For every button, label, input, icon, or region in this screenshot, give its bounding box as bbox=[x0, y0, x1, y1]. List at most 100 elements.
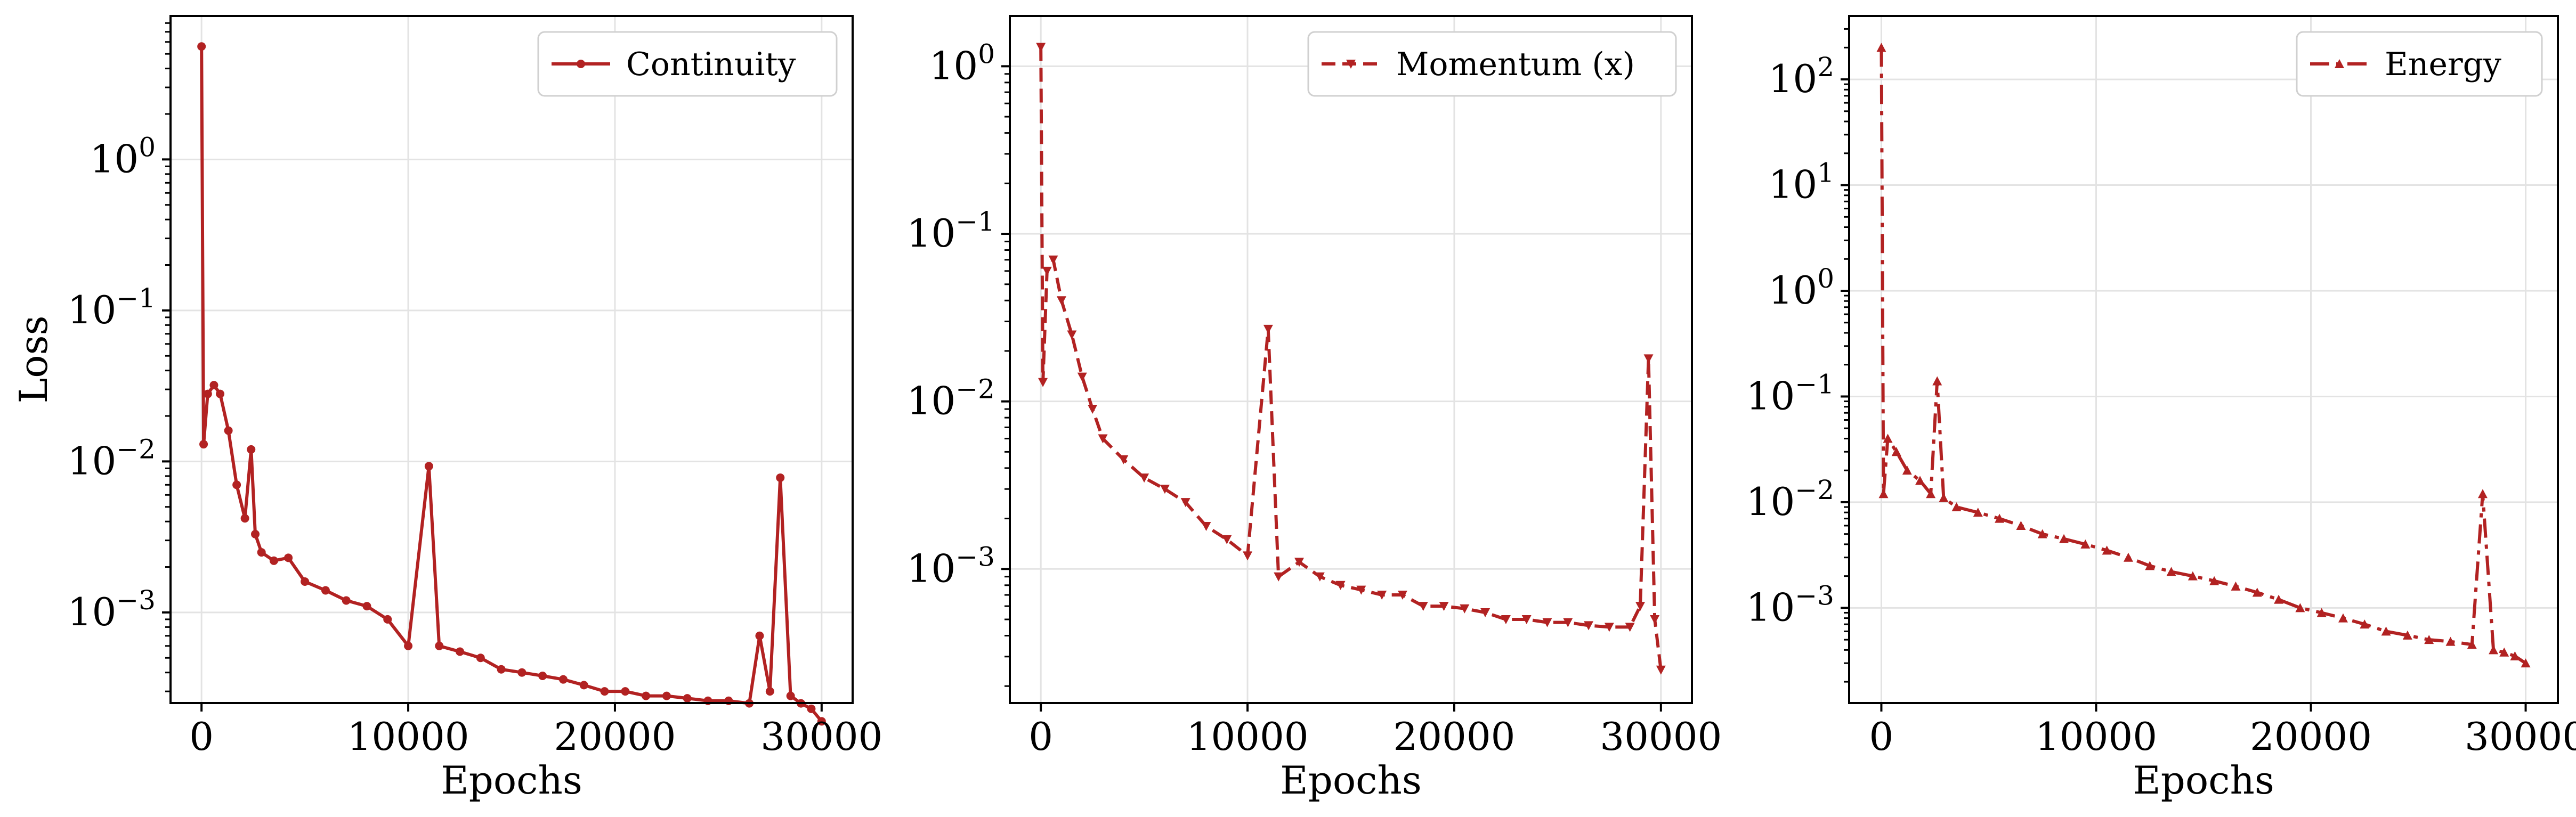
x-tick-label: 20000 bbox=[2250, 714, 2372, 759]
data-point bbox=[2316, 608, 2327, 617]
data-point bbox=[321, 586, 330, 595]
x-tick-label: 20000 bbox=[1393, 714, 1515, 759]
x-tick-label: 10000 bbox=[2035, 714, 2157, 759]
data-point bbox=[2445, 636, 2456, 646]
data-point bbox=[2102, 545, 2112, 555]
y-tick-label: 102 bbox=[1769, 52, 1834, 101]
x-tick-label: 10000 bbox=[347, 714, 469, 759]
chart-panel-2: 0 10000 20000 3000010−310−210−1100EpochsMom… bbox=[907, 15, 1722, 803]
data-point bbox=[2016, 520, 2026, 530]
data-point bbox=[1902, 465, 1912, 475]
data-point bbox=[497, 665, 506, 674]
legend-box bbox=[1307, 31, 1677, 97]
x-axis-label: Epochs bbox=[2133, 758, 2274, 803]
data-point bbox=[1604, 623, 1614, 632]
data-point bbox=[2145, 561, 2155, 570]
x-tick-label: 10000 bbox=[1187, 714, 1309, 759]
data-point bbox=[2467, 640, 2477, 649]
data-point bbox=[600, 687, 609, 696]
y-tick-label: 100 bbox=[90, 132, 156, 181]
data-point bbox=[1878, 489, 1889, 499]
x-tick-label: 30000 bbox=[2465, 714, 2576, 759]
y-tick-label: 10−2 bbox=[907, 374, 995, 423]
legend: Momentum (x) bbox=[1307, 31, 1677, 97]
y-tick-base: 10 bbox=[1769, 268, 1818, 313]
data-point bbox=[1932, 376, 1942, 386]
data-point bbox=[621, 687, 630, 696]
data-point bbox=[1294, 558, 1305, 567]
y-tick-base: 10 bbox=[907, 546, 956, 591]
data-point bbox=[284, 553, 293, 562]
data-point bbox=[1418, 602, 1428, 611]
data-point bbox=[1077, 372, 1087, 382]
y-tick-base: 10 bbox=[68, 288, 117, 332]
data-point bbox=[2037, 529, 2047, 538]
legend: Continuity bbox=[537, 31, 838, 97]
y-tick-base: 10 bbox=[1746, 479, 1795, 524]
data-point bbox=[197, 42, 206, 51]
x-tick-label: 0 bbox=[1869, 714, 1894, 759]
data-point bbox=[817, 717, 826, 726]
data-point bbox=[404, 641, 413, 650]
data-point bbox=[2274, 594, 2284, 604]
y-tick-label: 101 bbox=[1769, 158, 1834, 207]
data-point bbox=[1635, 602, 1646, 611]
legend-label: Continuity bbox=[626, 46, 796, 83]
data-point bbox=[216, 389, 225, 398]
x-axis-label: Epochs bbox=[441, 758, 582, 803]
data-point bbox=[2489, 645, 2499, 655]
data-point bbox=[1439, 602, 1449, 611]
data-point bbox=[2188, 571, 2198, 581]
data-point bbox=[1973, 508, 1983, 517]
data-point bbox=[2080, 539, 2091, 549]
data-point bbox=[1243, 551, 1253, 561]
data-point bbox=[1876, 43, 1886, 52]
data-point bbox=[786, 691, 795, 700]
y-tick-exponent: −1 bbox=[1795, 369, 1834, 399]
y-tick-label: 10−1 bbox=[907, 206, 995, 256]
y-tick-label: 10−3 bbox=[907, 541, 995, 591]
data-point bbox=[1098, 434, 1108, 444]
data-point bbox=[1274, 572, 1284, 582]
y-tick-exponent: −3 bbox=[955, 541, 995, 572]
data-point bbox=[1480, 608, 1490, 617]
data-point bbox=[424, 462, 433, 471]
data-point bbox=[2424, 635, 2434, 644]
y-tick-exponent: 0 bbox=[1817, 263, 1834, 294]
data-point bbox=[1625, 623, 1635, 632]
data-point bbox=[1939, 493, 1949, 502]
data-point bbox=[247, 445, 256, 454]
data-point bbox=[1048, 255, 1058, 265]
data-point bbox=[1222, 535, 1232, 544]
data-point bbox=[1335, 581, 1346, 590]
data-point bbox=[362, 602, 371, 611]
data-point bbox=[1915, 476, 1925, 485]
data-point bbox=[2123, 552, 2133, 562]
data-point bbox=[807, 704, 816, 713]
x-tick-label: 30000 bbox=[760, 714, 882, 759]
data-point bbox=[232, 480, 241, 489]
data-point bbox=[1036, 43, 1046, 52]
series-line bbox=[200, 46, 823, 723]
data-point bbox=[2360, 619, 2370, 629]
data-point bbox=[1038, 378, 1048, 387]
y-tick-base: 10 bbox=[907, 211, 956, 256]
data-point bbox=[224, 426, 233, 435]
data-point bbox=[203, 389, 212, 398]
data-point bbox=[2499, 647, 2509, 657]
series-line bbox=[1039, 47, 1663, 671]
legend-label: Momentum (x) bbox=[1396, 46, 1635, 83]
data-point bbox=[1346, 60, 1356, 69]
data-point bbox=[755, 631, 764, 640]
data-point bbox=[1891, 447, 1901, 456]
x-tick-label: 20000 bbox=[554, 714, 676, 759]
data-point bbox=[517, 668, 526, 677]
data-point bbox=[1356, 585, 1366, 595]
data-point bbox=[476, 653, 485, 663]
data-point bbox=[1119, 455, 1129, 464]
y-tick-exponent: −2 bbox=[116, 434, 156, 464]
y-tick-base: 10 bbox=[1769, 56, 1818, 101]
legend-box bbox=[537, 31, 838, 97]
data-point bbox=[579, 681, 588, 690]
